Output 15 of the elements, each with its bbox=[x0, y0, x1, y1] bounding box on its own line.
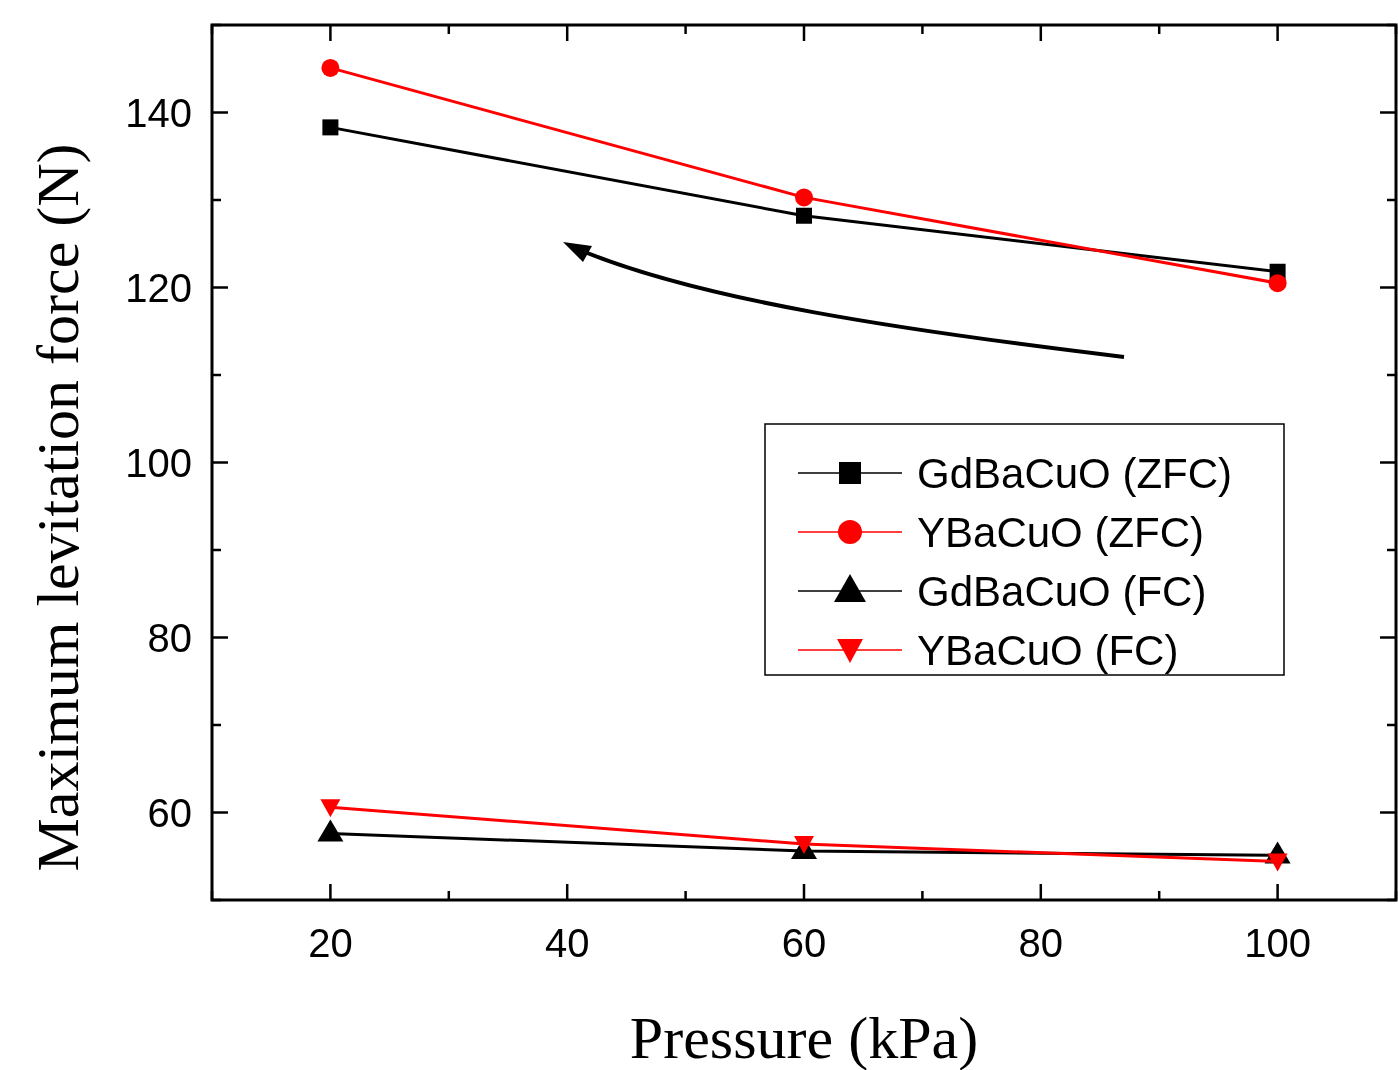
x-tick-label: 100 bbox=[1244, 921, 1311, 965]
x-tick-label: 20 bbox=[308, 921, 353, 965]
x-tick-label: 40 bbox=[544, 921, 590, 965]
legend-label: GdBaCuO (FC) bbox=[917, 568, 1207, 615]
legend-label: YBaCuO (ZFC) bbox=[917, 509, 1205, 556]
y-tick-label: 100 bbox=[125, 440, 192, 485]
y-axis-title: Maximum levitation force (N) bbox=[25, 143, 91, 872]
x-tick-label: 80 bbox=[1018, 921, 1064, 965]
legend-label: GdBaCuO (ZFC) bbox=[917, 450, 1233, 497]
x-tick-label: 60 bbox=[781, 921, 827, 965]
y-tick-label: 120 bbox=[125, 265, 192, 310]
y-tick-label: 80 bbox=[147, 615, 192, 660]
legend-label: YBaCuO (FC) bbox=[917, 627, 1179, 674]
y-tick-label: 140 bbox=[125, 90, 192, 135]
y-tick-label: 60 bbox=[147, 790, 192, 835]
